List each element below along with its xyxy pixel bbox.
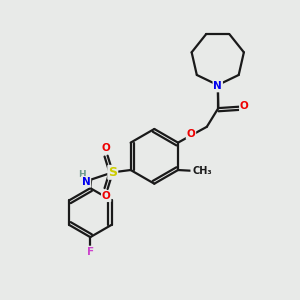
Text: N: N (213, 82, 222, 92)
Text: O: O (187, 129, 195, 139)
Text: O: O (102, 191, 110, 201)
Text: S: S (108, 166, 117, 179)
Text: O: O (102, 143, 110, 153)
Text: N: N (82, 177, 90, 187)
Text: H: H (78, 170, 86, 179)
Text: O: O (240, 101, 249, 111)
Text: CH₃: CH₃ (191, 166, 211, 176)
Text: CH₃: CH₃ (192, 166, 212, 176)
Text: F: F (87, 247, 94, 256)
